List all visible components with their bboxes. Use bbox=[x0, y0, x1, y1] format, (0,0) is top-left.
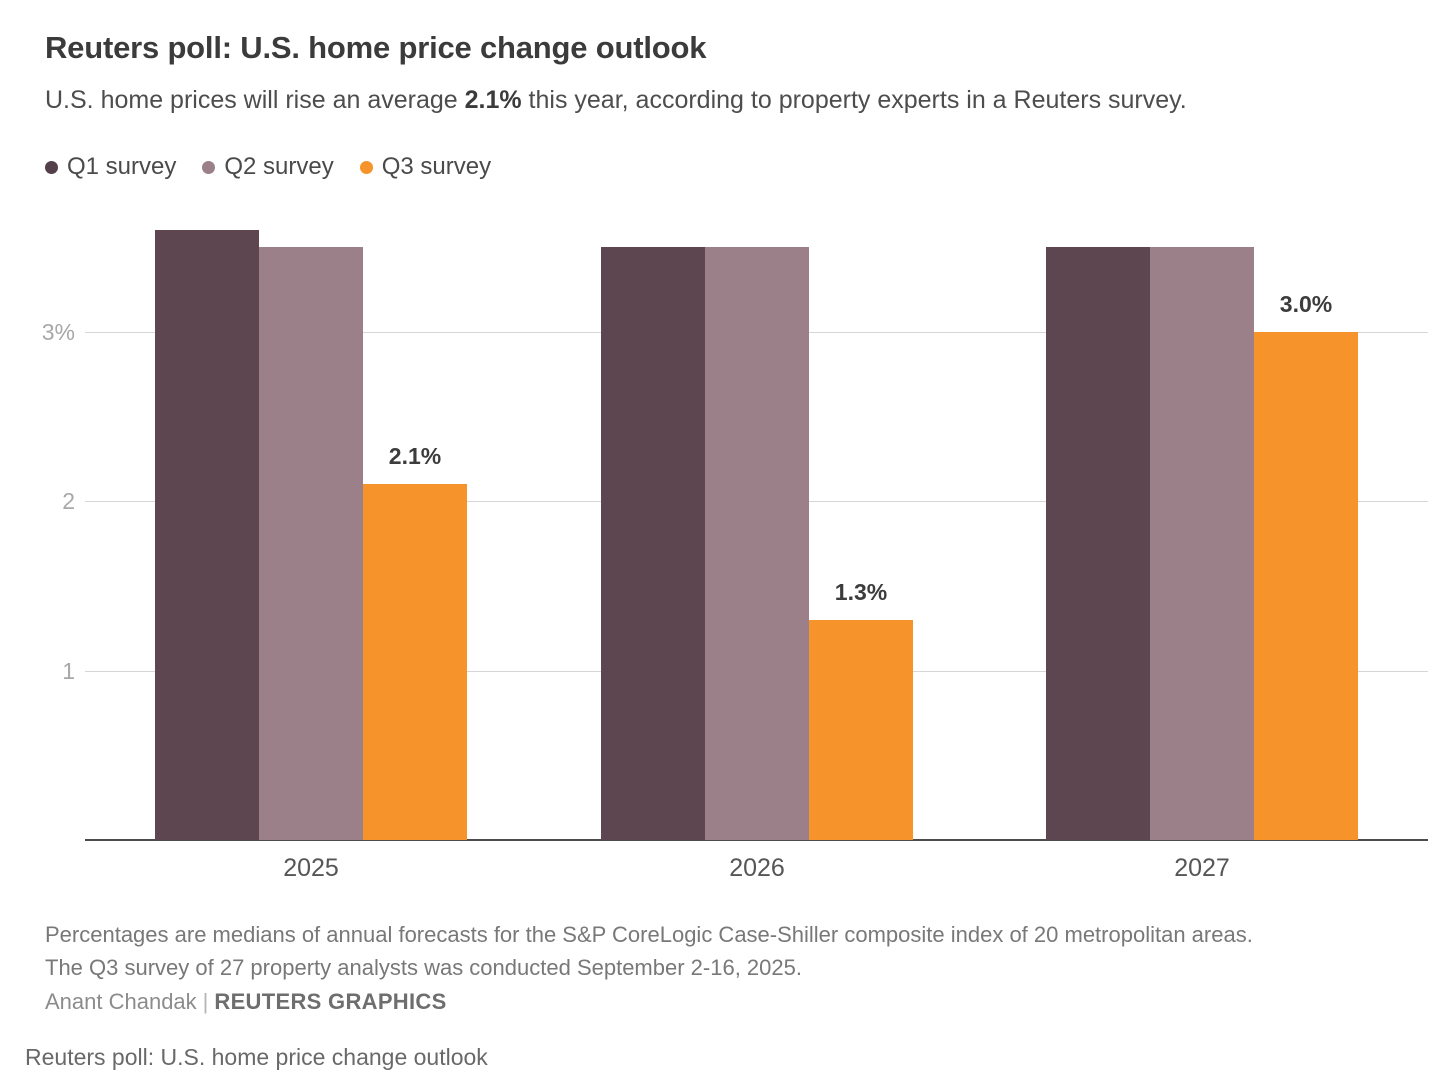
legend-label-q1: Q1 survey bbox=[67, 153, 177, 180]
bar-q1-2027 bbox=[1046, 247, 1150, 840]
chart-footnote: Percentages are medians of annual foreca… bbox=[45, 918, 1253, 984]
y-axis-tick-label: 1 bbox=[62, 657, 75, 684]
chart-subtitle: U.S. home prices will rise an average 2.… bbox=[45, 86, 1187, 115]
footnote-line-2: The Q3 survey of 27 property analysts wa… bbox=[45, 955, 802, 980]
x-axis-line bbox=[85, 839, 1428, 841]
q1-legend-dot-icon bbox=[45, 160, 58, 174]
legend-item-q2: Q2 survey bbox=[202, 153, 334, 181]
bar-q3-2026 bbox=[809, 619, 913, 840]
x-axis-label-2025: 2025 bbox=[283, 854, 339, 882]
data-label-2026: 1.3% bbox=[834, 578, 888, 605]
bar-q1-2025 bbox=[155, 230, 259, 840]
bar-q2-2026 bbox=[705, 247, 809, 840]
y-axis-tick-label: 3% bbox=[41, 319, 75, 346]
legend-label-q2: Q2 survey bbox=[224, 153, 334, 180]
legend-item-q1: Q1 survey bbox=[45, 153, 176, 181]
bar-q2-2025 bbox=[259, 247, 363, 840]
q3-legend-dot-icon bbox=[359, 160, 373, 174]
bar-q1-2026 bbox=[601, 247, 705, 840]
q2-legend-dot-icon bbox=[202, 160, 216, 174]
x-axis-label-2026: 2026 bbox=[729, 854, 785, 882]
subtitle-highlight: 2.1% bbox=[464, 86, 522, 114]
footnote-line-1: Percentages are medians of annual foreca… bbox=[45, 922, 1253, 947]
legend-item-q3: Q3 survey bbox=[359, 153, 492, 181]
y-axis-tick-label: 2 bbox=[62, 488, 75, 515]
byline-brand: REUTERS GRAPHICS bbox=[214, 989, 447, 1014]
byline-author: Anant Chandak bbox=[45, 989, 197, 1014]
bar-chart-plot-area: 1 2 3% 2.1% 1.3% 3.0% 2025 2026 2027 bbox=[42, 222, 1428, 882]
data-label-2027: 3.0% bbox=[1279, 291, 1333, 318]
bar-q3-2027 bbox=[1254, 332, 1358, 840]
byline-separator: | bbox=[202, 989, 209, 1014]
x-axis-label-2027: 2027 bbox=[1174, 854, 1230, 882]
bar-q3-2025 bbox=[363, 484, 467, 840]
chart-byline: Anant Chandak | REUTERS GRAPHICS bbox=[45, 989, 447, 1015]
page-title: Reuters poll: U.S. home price change out… bbox=[45, 30, 707, 65]
data-label-2025: 2.1% bbox=[388, 443, 442, 470]
subtitle-prefix: U.S. home prices will rise an average bbox=[45, 86, 465, 114]
bar-q2-2027 bbox=[1150, 247, 1254, 840]
image-caption: Reuters poll: U.S. home price change out… bbox=[25, 1044, 488, 1070]
subtitle-suffix: this year, according to property experts… bbox=[521, 86, 1187, 114]
chart-legend: Q1 survey Q2 survey Q3 survey bbox=[45, 153, 491, 181]
legend-label-q3: Q3 survey bbox=[381, 153, 492, 180]
